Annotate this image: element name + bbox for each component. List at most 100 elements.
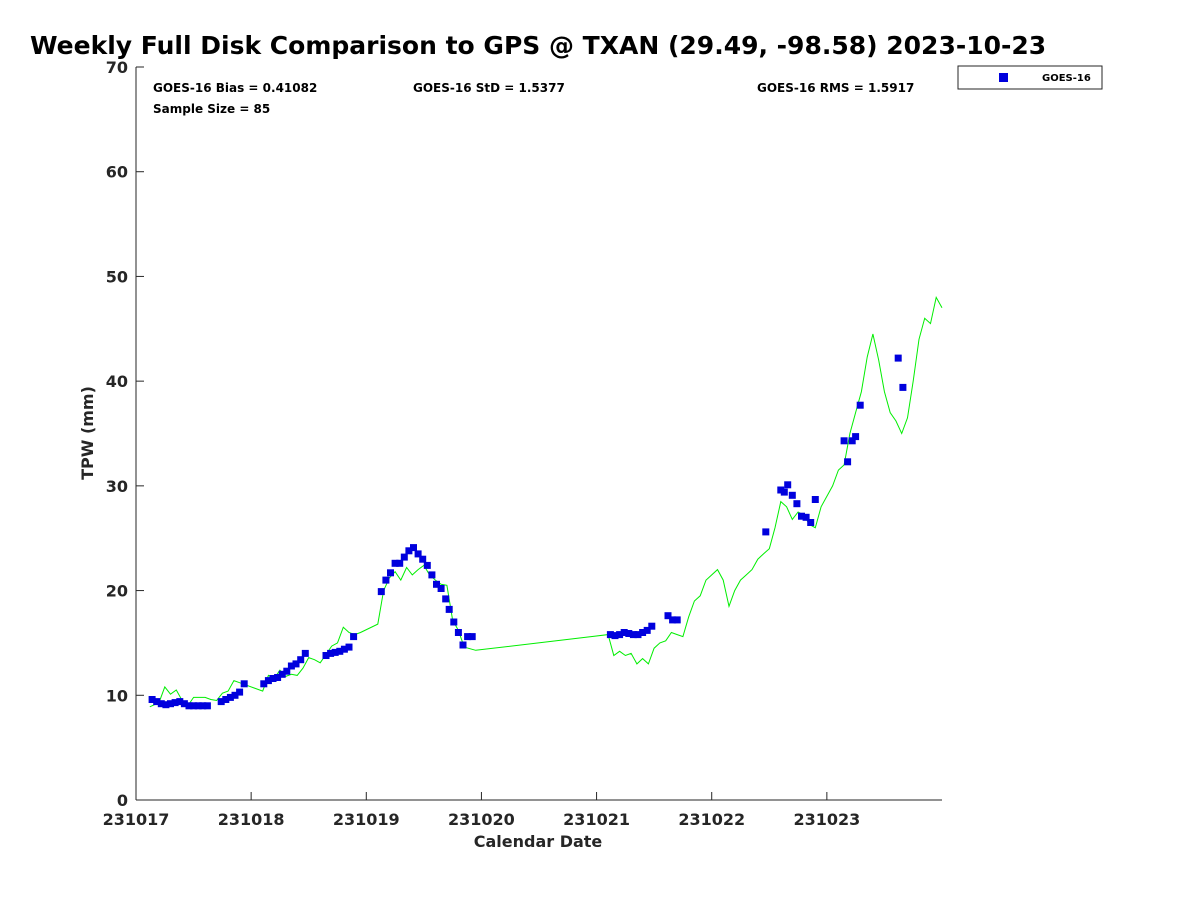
goes-16-point: [176, 698, 184, 706]
goes-16-point: [327, 649, 335, 657]
goes-16-point: [464, 633, 472, 641]
goes-16-point: [345, 643, 353, 651]
goes-16-point: [807, 519, 815, 526]
legend: GOES-16: [957, 65, 1103, 90]
goes-16-point: [616, 631, 624, 639]
goes-16-point: [788, 491, 796, 499]
bias-stat: GOES-16 Bias = 0.41082: [153, 81, 317, 95]
goes-16-point: [180, 700, 188, 708]
goes-16-point: [297, 656, 305, 664]
legend-box: [957, 65, 1103, 90]
goes-16-point: [784, 481, 792, 489]
goes-16-point: [419, 555, 427, 563]
goes-16-point: [222, 696, 230, 703]
goes-16-point: [387, 569, 394, 577]
goes-16-point: [199, 702, 207, 710]
goes-16-point: [322, 652, 330, 659]
goes-16-point: [171, 699, 179, 707]
x-tick-label: 231017: [103, 810, 170, 829]
goes-16-point: [848, 437, 856, 445]
sample-size-stat: Sample Size = 85: [153, 102, 270, 116]
goes-16-point: [629, 631, 637, 639]
goes-16-point: [798, 512, 805, 520]
goes-16-point: [442, 595, 450, 603]
goes-16-point: [894, 354, 902, 362]
goes-16-point: [445, 605, 453, 613]
goes-16-point: [450, 618, 458, 626]
goes-16-point: [336, 647, 344, 655]
goes-16-point: [428, 571, 436, 579]
goes-16-point: [673, 616, 681, 624]
goes-16-point: [194, 702, 202, 710]
goes-16-point: [400, 553, 408, 561]
x-ticks: 231017 231018 231019 231020 231021 231022 2310…: [103, 792, 860, 829]
goes-16-point: [231, 691, 239, 699]
legend-label-goes-16: GOES-16: [1042, 73, 1091, 84]
y-axis-label: TPW (mm): [78, 386, 97, 480]
goes-16-point: [185, 702, 193, 710]
y-tick-label: 50: [106, 267, 128, 286]
goes-16-point: [382, 576, 390, 584]
gps-series-line: [149, 296, 943, 708]
goes-16-point: [840, 437, 848, 445]
goes-16-point: [454, 629, 462, 636]
goes-16-point: [844, 458, 852, 466]
goes-16-point: [350, 633, 358, 641]
chart-title: Weekly Full Disk Comparison to GPS @ TXA…: [30, 31, 1046, 60]
goes-16-point: [264, 677, 272, 685]
x-tick-label: 231020: [448, 810, 515, 829]
goes-16-point: [162, 701, 170, 709]
plot-area: [135, 67, 942, 801]
y-tick-label: 20: [106, 582, 128, 601]
goes-16-point: [620, 629, 628, 636]
y-tick-label: 10: [106, 686, 128, 705]
goes-16-point: [148, 696, 156, 703]
goes-16-point: [639, 629, 647, 636]
goes-16-point: [793, 500, 801, 508]
goes-16-point: [664, 612, 672, 620]
series-layer: [148, 296, 943, 710]
goes-16-point: [217, 698, 225, 706]
goes-16-point: [240, 680, 248, 688]
x-axis-label: Calendar Date: [474, 832, 603, 851]
x-tick-label: 231022: [678, 810, 745, 829]
goes-16-point: [391, 559, 399, 567]
goes-16-point: [226, 693, 234, 701]
goes-16-point: [802, 513, 810, 521]
goes-16-point: [260, 680, 268, 688]
goes-16-point: [157, 700, 165, 708]
goes-16-point: [278, 670, 286, 678]
goes-16-point: [283, 667, 291, 675]
legend-marker-goes-16: [999, 73, 1008, 82]
goes-16-point: [396, 559, 404, 567]
goes-16-point: [648, 622, 656, 630]
goes-16-point: [414, 550, 422, 558]
y-tick-label: 40: [106, 372, 128, 391]
goes-16-point: [167, 700, 174, 708]
x-tick-label: 231021: [563, 810, 630, 829]
goes-16-point: [203, 702, 211, 710]
goes-16-point: [301, 649, 309, 657]
goes-16-point: [292, 660, 300, 668]
goes-16-point: [410, 544, 417, 552]
y-tick-label: 30: [106, 477, 128, 496]
goes-16-point: [331, 648, 339, 656]
goes-16-point: [606, 631, 614, 639]
goes-16-point: [340, 645, 348, 653]
goes-16-point: [377, 588, 385, 596]
goes-16-point: [625, 630, 633, 637]
x-tick-label: 231018: [218, 810, 285, 829]
goes-16-point: [856, 401, 864, 409]
goes-16-point: [287, 662, 295, 670]
goes-16-point: [669, 616, 677, 624]
goes-16-point: [437, 585, 445, 592]
goes-16-point: [405, 547, 413, 555]
goes-16-point: [269, 675, 277, 682]
y-ticks: 0 10 20 30 40 50 60 70: [106, 58, 144, 810]
goes-16-point: [274, 674, 282, 681]
goes-16-point: [762, 528, 770, 536]
goes-16-point: [611, 632, 619, 640]
goes-16-point: [190, 702, 198, 710]
goes-16-point: [459, 641, 467, 649]
